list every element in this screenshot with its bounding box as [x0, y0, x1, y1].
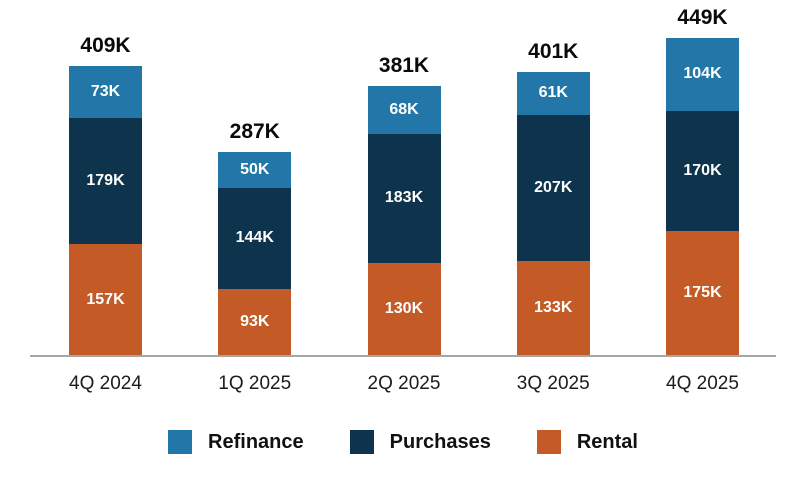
bar-segment-purchases: 144K [218, 187, 292, 290]
segment-value-label: 104K [683, 65, 722, 83]
bars-row: 157K 179K 73K 409K 93K 144K 50K 287K 130K 183K 68K… [69, 0, 739, 355]
x-axis-label-cell: 4Q 2024 [69, 373, 142, 395]
bar-segment-purchases: 183K [367, 133, 441, 264]
segment-value-label: 73K [90, 82, 121, 100]
x-axis-label-cell: 1Q 2025 [218, 373, 291, 395]
bar-segment-rental: 133K [516, 261, 590, 355]
bar-segment-rental: 157K [69, 244, 142, 355]
bar-segment-purchases: 179K [69, 117, 142, 245]
segment-value-label: 207K [534, 178, 573, 196]
x-axis-label-cell: 2Q 2025 [368, 373, 441, 395]
x-axis-label: 2Q 2025 [367, 373, 441, 394]
legend-swatch-icon [349, 430, 374, 454]
segment-value-label: 179K [86, 171, 125, 189]
bar-stack: 175K 170K 104K 449K [666, 6, 739, 355]
legend-item-purchases: Purchases [349, 430, 491, 454]
segment-value-label: 130K [384, 300, 424, 318]
legend-item-rental: Rental [536, 430, 638, 454]
segment-value-label: 61K [538, 84, 568, 102]
segment-value-label: 68K [389, 100, 419, 118]
bar-total-label: 287K [229, 120, 280, 144]
bar-segment-refinance: 73K [69, 66, 142, 118]
bar-stack: 93K 144K 50K 287K [218, 120, 292, 355]
x-axis-label: 3Q 2025 [516, 373, 590, 394]
bar-segment-refinance: 68K [367, 85, 441, 134]
bar-segment-refinance: 104K [666, 37, 739, 112]
legend-label: Refinance [208, 430, 304, 453]
x-axis-line [30, 355, 776, 357]
segment-value-label: 144K [235, 229, 274, 247]
legend-label: Purchases [389, 430, 491, 453]
bar-stack: 133K 207K 61K 401K [516, 39, 590, 355]
bar-segment-refinance: 61K [516, 71, 590, 115]
bar-total-label: 449K [677, 5, 728, 29]
legend-swatch-icon [168, 430, 193, 454]
x-axis-label: 4Q 2024 [69, 373, 142, 394]
bar-segment-refinance: 50K [218, 152, 292, 188]
segment-value-label: 50K [240, 160, 270, 178]
x-axis-label-cell: 3Q 2025 [517, 373, 590, 395]
bar-stack: 130K 183K 68K 381K [367, 53, 441, 355]
legend-swatch-icon [536, 430, 561, 454]
segment-value-label: 133K [534, 299, 573, 316]
legend-item-refinance: Refinance [168, 430, 304, 454]
segment-value-label: 170K [683, 162, 722, 180]
segment-value-label: 183K [384, 189, 424, 207]
bar-segment-purchases: 170K [666, 111, 739, 232]
segment-value-label: 157K [86, 290, 125, 308]
segment-value-label: 93K [240, 313, 270, 331]
legend-label: Rental [576, 430, 638, 453]
bar-segment-rental: 130K [367, 263, 441, 355]
bar-total-label: 381K [378, 53, 430, 77]
x-axis-labels: 4Q 2024 1Q 2025 2Q 2025 3Q 2025 4Q 2025 [69, 373, 739, 395]
bar-total-label: 401K [528, 39, 579, 63]
x-axis-label-cell: 4Q 2025 [666, 373, 739, 395]
bar-stack: 157K 179K 73K 409K [69, 34, 142, 355]
bar-total-label: 409K [80, 33, 131, 57]
segment-value-label: 175K [683, 284, 722, 302]
bar-segment-purchases: 207K [516, 114, 590, 261]
x-axis-label: 4Q 2025 [666, 373, 739, 394]
x-axis-label: 1Q 2025 [218, 373, 292, 394]
chart-legend: Refinance Purchases Rental [0, 430, 806, 454]
bar-segment-rental: 93K [218, 289, 292, 355]
bar-segment-rental: 175K [666, 231, 739, 355]
